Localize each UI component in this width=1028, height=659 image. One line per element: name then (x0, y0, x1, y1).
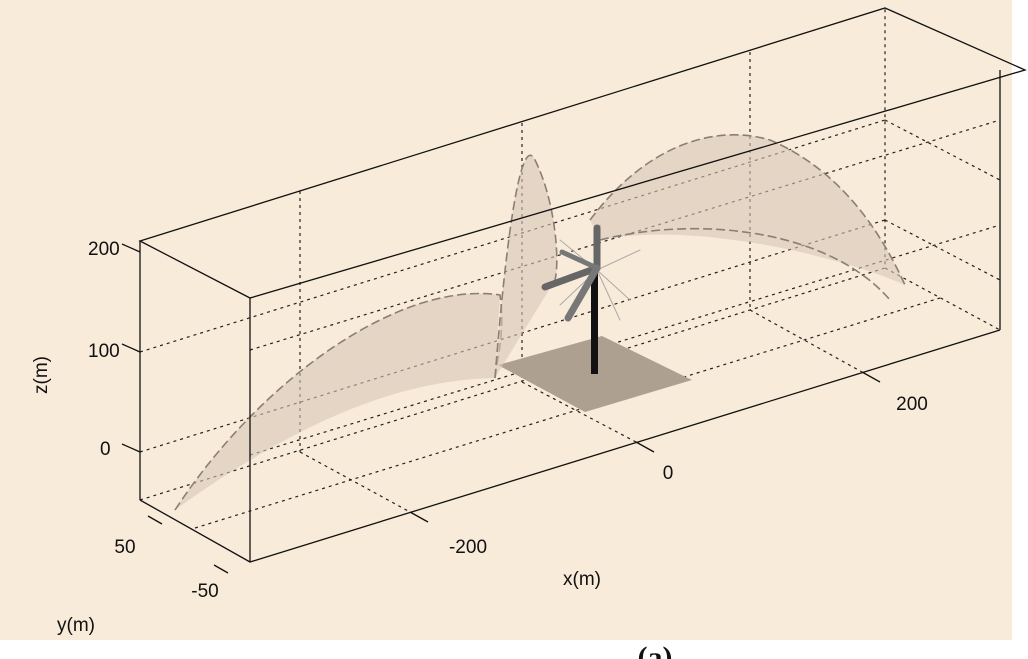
x-axis-label: x(m) (563, 569, 601, 590)
page: 200 100 0 z(m) -200 0 200 x(m) 50 -50 y(… (0, 0, 1028, 659)
y-tick-label: -50 (191, 581, 218, 602)
x-tick-label: 0 (663, 463, 674, 484)
figure: 200 100 0 z(m) -200 0 200 x(m) 50 -50 y(… (0, 0, 1028, 659)
x-tick-label: -200 (449, 537, 487, 558)
caption: (a) (638, 641, 673, 659)
y-tick-label: 50 (114, 537, 135, 558)
z-tick-label: 0 (100, 439, 111, 460)
y-axis-label: y(m) (57, 615, 95, 636)
z-axis-label: z(m) (31, 356, 52, 394)
x-tick-label: 200 (896, 394, 928, 415)
z-tick-label: 100 (88, 341, 120, 362)
z-tick-label: 200 (88, 239, 120, 260)
